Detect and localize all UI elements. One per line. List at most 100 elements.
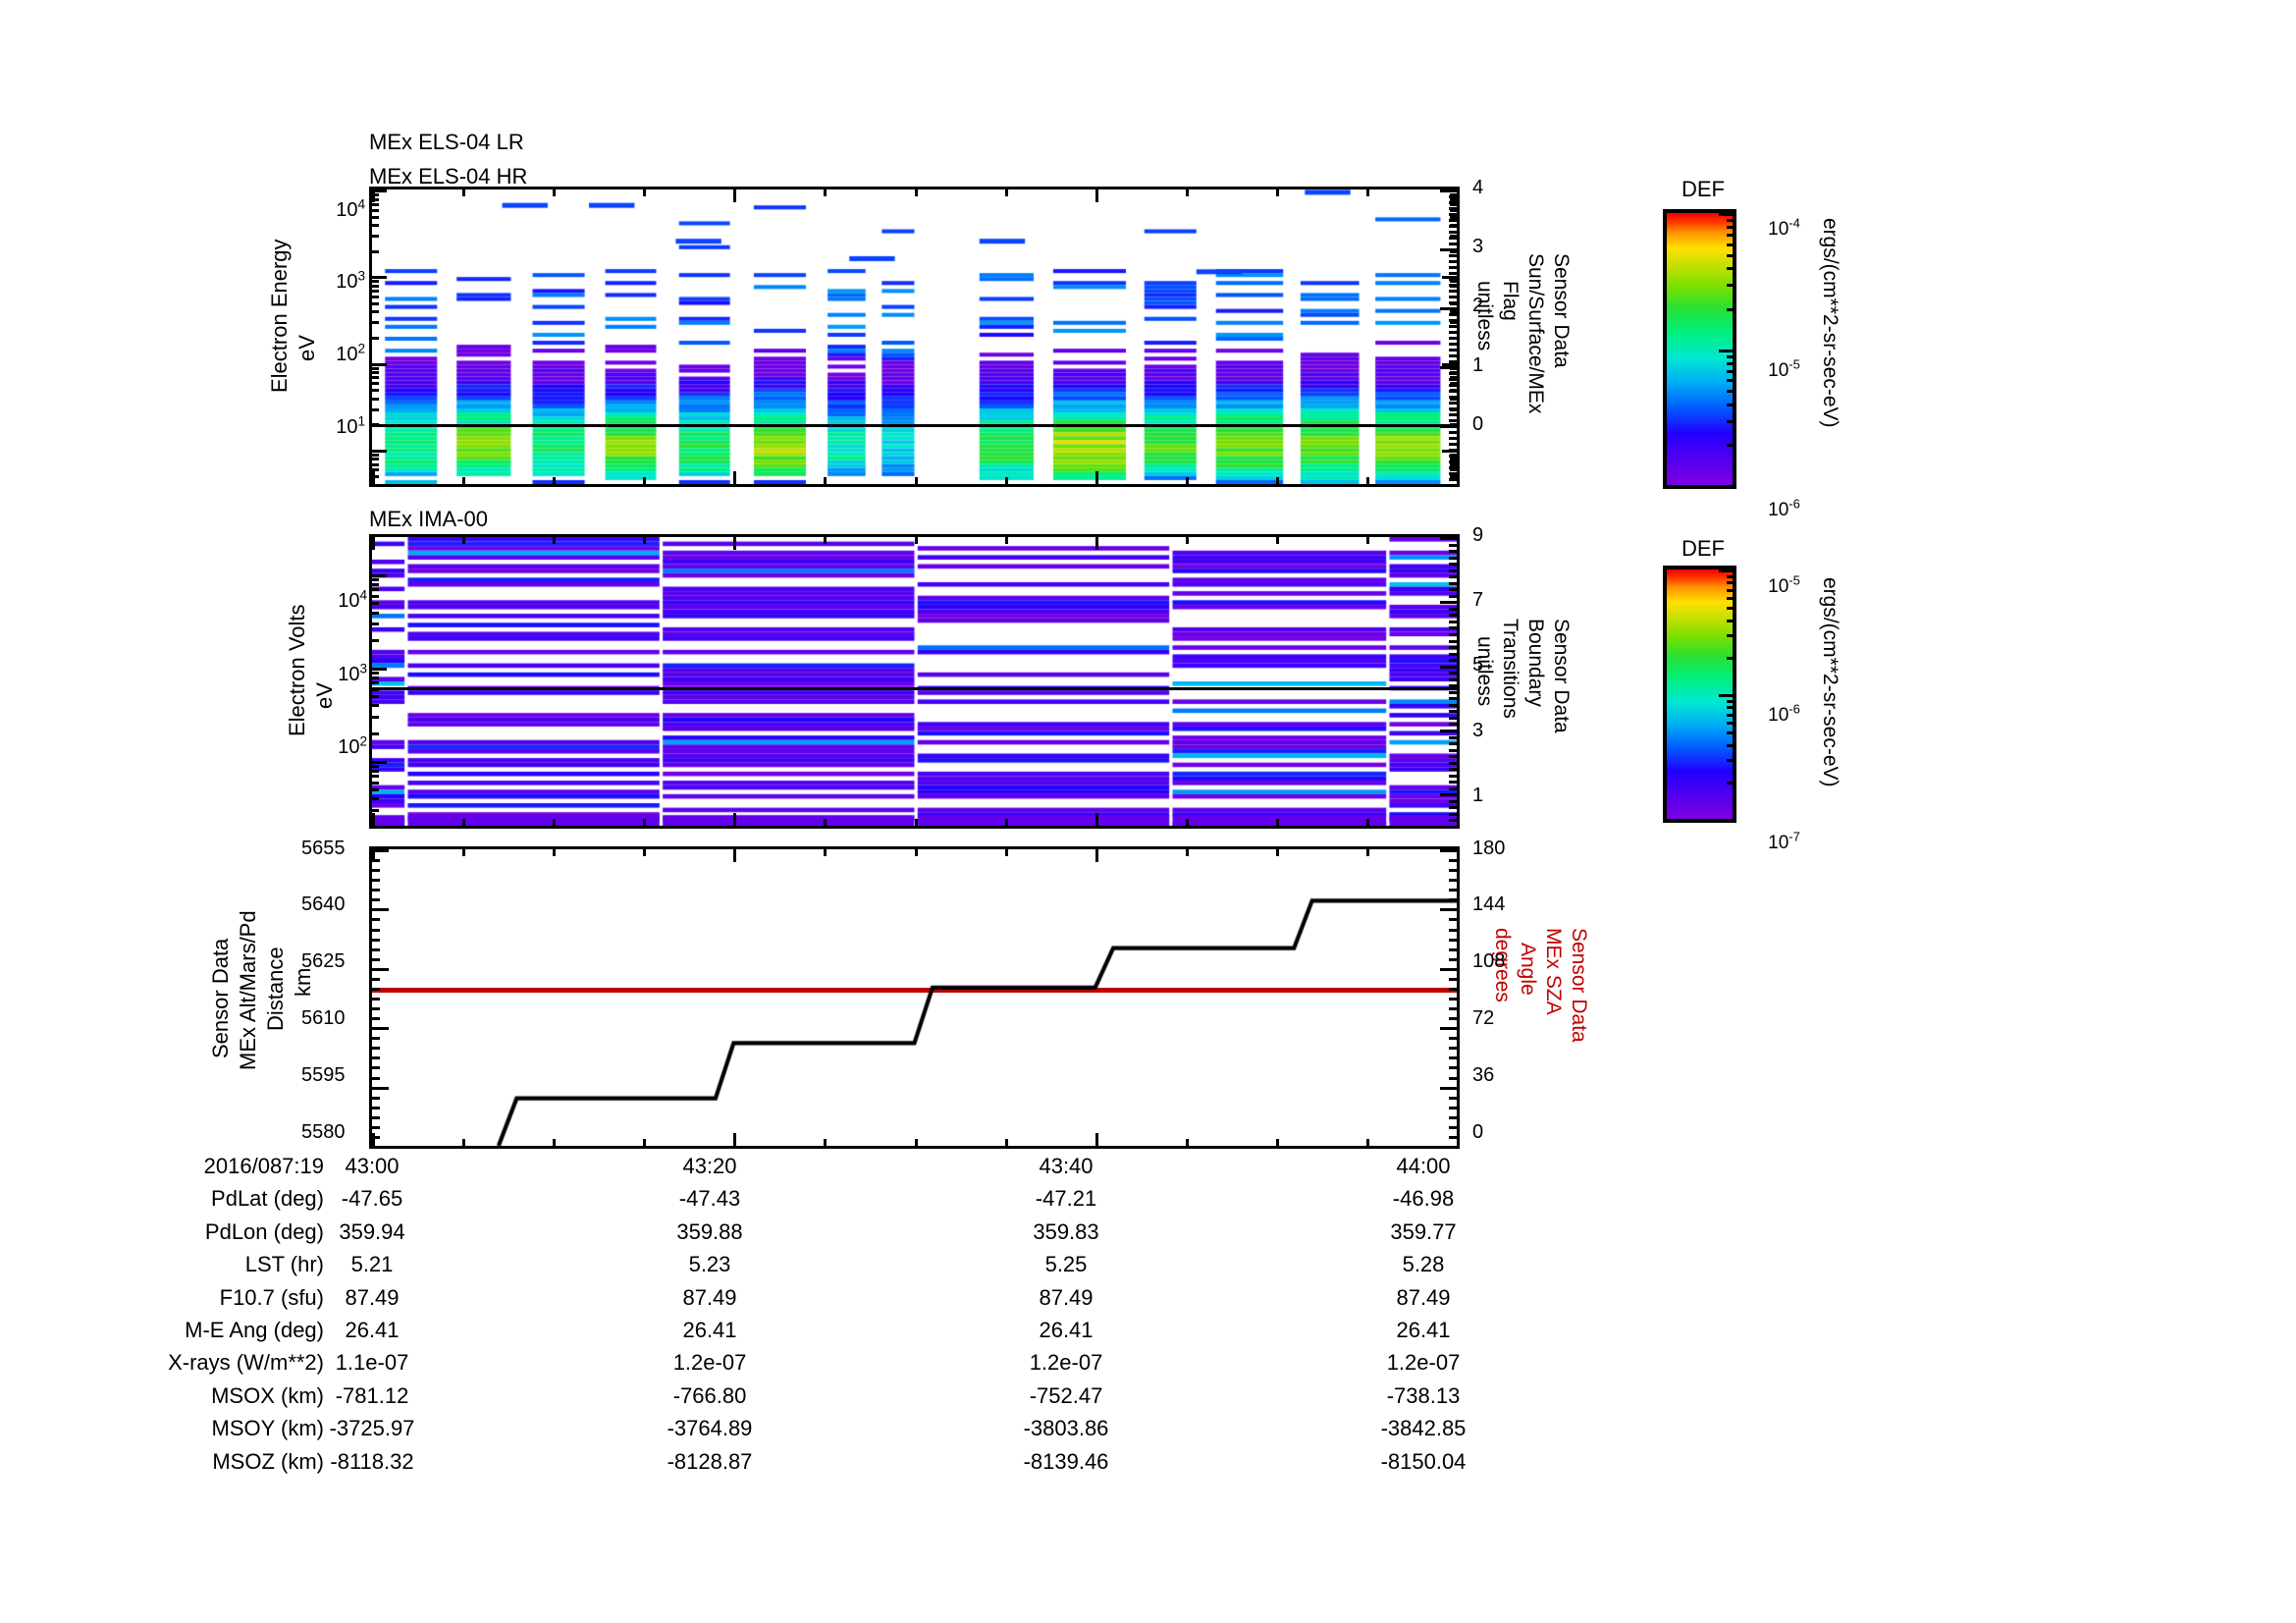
axis-tick	[1449, 799, 1460, 803]
axis-tick	[824, 534, 828, 544]
axis-tick	[369, 704, 379, 708]
panel2-ytick-1e3: 103	[338, 661, 368, 685]
axis-tick	[643, 187, 647, 196]
axis-tick	[1449, 755, 1460, 759]
axis-tick	[1440, 366, 1460, 369]
axis-tick	[369, 622, 379, 626]
axis-tick	[369, 462, 379, 466]
axis-tick	[1004, 819, 1008, 829]
axis-tick	[1185, 187, 1189, 196]
axis-tick	[1727, 243, 1736, 246]
axis-tick	[1004, 846, 1008, 856]
axis-tick	[1449, 331, 1460, 334]
axis-tick	[1449, 594, 1460, 598]
axis-tick	[1449, 231, 1460, 234]
axis-tick	[1457, 846, 1460, 862]
axis-tick	[369, 382, 379, 386]
footer-cell: -8150.04	[1380, 1448, 1467, 1474]
axis-tick	[1449, 575, 1460, 579]
axis-tick	[1449, 568, 1460, 572]
panel2-ytick-right-9: 9	[1472, 524, 1484, 546]
axis-tick	[369, 594, 379, 598]
axis-tick	[1457, 471, 1460, 487]
axis-tick	[1449, 977, 1460, 981]
axis-tick	[372, 471, 375, 487]
axis-tick	[369, 371, 379, 375]
axis-tick	[369, 687, 379, 691]
axis-tick	[1449, 478, 1460, 481]
axis-tick	[1449, 639, 1460, 643]
footer-cell: 87.49	[682, 1284, 737, 1310]
axis-tick	[369, 732, 379, 736]
axis-tick	[1275, 534, 1279, 544]
axis-tick	[1450, 376, 1460, 380]
axis-tick	[369, 208, 379, 212]
axis-tick	[1719, 485, 1736, 488]
footer-cell: 43:40	[1039, 1154, 1094, 1178]
axis-tick	[369, 639, 379, 643]
axis-tick	[369, 321, 379, 325]
axis-tick	[1440, 849, 1460, 852]
axis-tick	[643, 534, 647, 544]
footer-cell: 44:00	[1396, 1154, 1451, 1178]
axis-tick	[1365, 846, 1369, 856]
axis-tick	[1449, 1017, 1460, 1021]
axis-tick	[1727, 234, 1736, 238]
axis-tick	[1449, 869, 1460, 873]
panel1-spectrogram	[372, 189, 1457, 484]
footer-row-label: MSOY (km)	[211, 1416, 324, 1441]
axis-tick	[1440, 1146, 1460, 1149]
axis-tick	[369, 582, 379, 586]
footer-cell: 1.2e-07	[1029, 1350, 1103, 1376]
axis-tick	[1450, 423, 1460, 427]
axis-tick	[1449, 402, 1460, 405]
axis-tick	[1450, 235, 1460, 239]
axis-tick	[1449, 372, 1460, 375]
axis-tick	[1450, 249, 1460, 253]
axis-tick	[369, 588, 379, 592]
axis-tick	[369, 407, 379, 411]
panel3-ytick-5625: 5625	[301, 950, 346, 972]
axis-tick	[1440, 908, 1460, 912]
axis-tick	[369, 775, 379, 779]
axis-tick	[824, 477, 828, 487]
axis-tick	[1440, 1027, 1460, 1031]
panel2-right-axis-title-2: Boundary	[1524, 619, 1547, 707]
colorbar2-tick-mid: 10-6	[1768, 701, 1800, 726]
panel1-ytick-1e4: 104	[336, 196, 366, 221]
axis-tick	[1449, 859, 1460, 863]
axis-tick	[369, 869, 380, 873]
footer-cell: 26.41	[1039, 1318, 1094, 1342]
axis-tick	[369, 987, 380, 991]
axis-tick	[1727, 706, 1736, 710]
axis-tick	[369, 573, 387, 577]
axis-tick	[1449, 449, 1460, 452]
footer-cell: -46.98	[1392, 1186, 1455, 1212]
colorbar1-ticks	[1663, 209, 1736, 489]
axis-tick	[1365, 1139, 1369, 1149]
panel3-ytick-right-0: 0	[1472, 1121, 1484, 1143]
axis-tick	[1457, 1133, 1460, 1149]
axis-tick	[369, 1115, 380, 1119]
panel1-ytick-1e3: 103	[336, 268, 366, 293]
axis-tick	[1004, 187, 1008, 196]
axis-tick	[1449, 378, 1460, 381]
footer-cell: -47.65	[341, 1186, 403, 1212]
axis-tick	[369, 235, 379, 239]
axis-tick	[1095, 846, 1098, 862]
axis-tick	[1449, 349, 1460, 352]
axis-tick	[1449, 384, 1460, 387]
footer-cell: 359.94	[339, 1218, 405, 1244]
axis-tick	[1440, 537, 1460, 540]
axis-tick	[643, 846, 647, 856]
axis-tick	[1004, 477, 1008, 487]
axis-tick	[369, 458, 379, 461]
axis-tick	[369, 397, 379, 401]
panel1-ytick-1e2: 102	[336, 341, 366, 365]
axis-tick	[1449, 472, 1460, 475]
footer-row-label: 2016/087:19	[203, 1154, 324, 1178]
axis-tick	[1449, 826, 1460, 829]
axis-tick	[1449, 195, 1460, 198]
axis-tick	[1719, 213, 1736, 216]
panel1-right-axis-title-2: Sun/Surface/MEx	[1524, 253, 1547, 414]
